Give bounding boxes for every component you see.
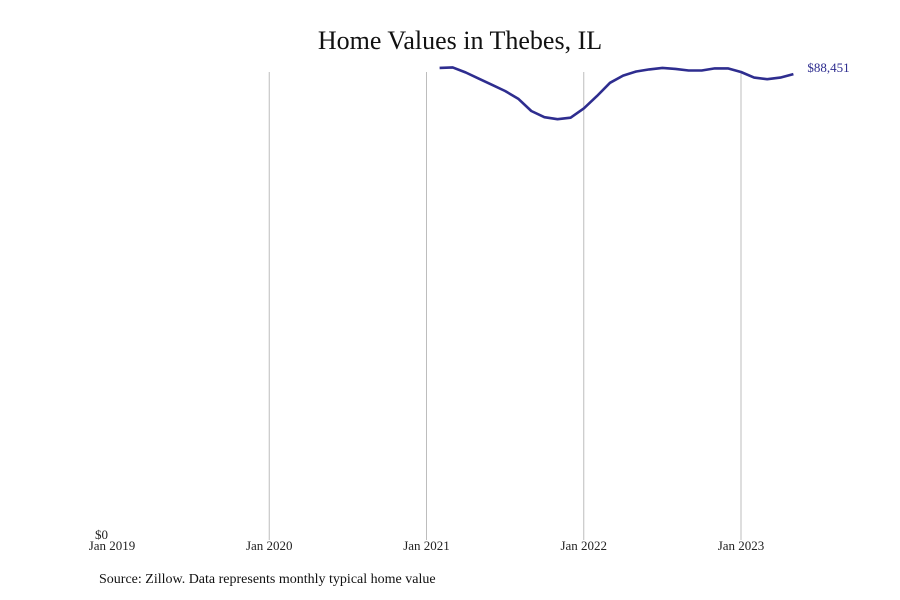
x-axis-ticks: Jan 2019 Jan 2020 Jan 2021 Jan 2022 Jan 2023 [89,538,765,553]
y-tick-label: $0 [95,527,108,542]
series-group: $88,451 [439,60,850,121]
source-note: Source: Zillow. Data represents monthly … [99,572,436,587]
chart-title: Home Values in Thebes, IL [317,26,603,55]
x-tick-label: Jan 2019 [89,538,136,553]
x-tick-label: Jan 2022 [560,538,607,553]
x-tick-label: Jan 2023 [718,538,765,553]
x-tick-label: Jan 2021 [403,538,450,553]
gridlines [268,72,742,540]
x-tick-label: Jan 2020 [246,538,293,553]
series-line [439,66,794,121]
y-axis-ticks: $0 [95,527,108,542]
end-value-label: $88,451 [807,60,849,75]
